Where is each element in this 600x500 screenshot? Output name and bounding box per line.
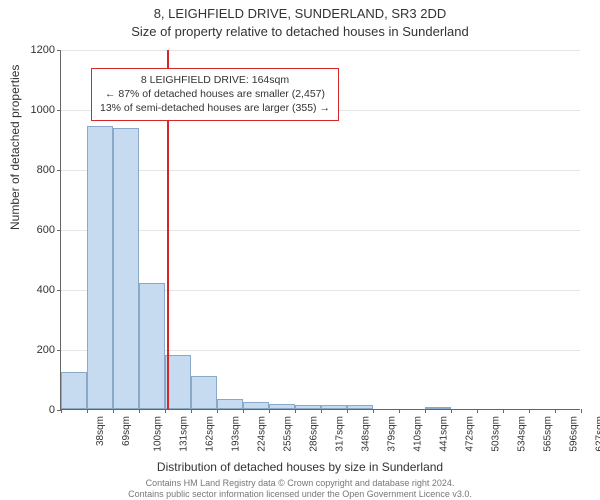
x-tick-mark [321,409,322,413]
histogram-bar [61,372,87,410]
x-tick-label: 69sqm [121,416,132,446]
x-tick-mark [503,409,504,413]
x-tick-label: 286sqm [309,416,320,452]
x-tick-mark [581,409,582,413]
x-tick-label: 255sqm [283,416,294,452]
x-tick-label: 379sqm [387,416,398,452]
x-tick-mark [555,409,556,413]
histogram-bar [347,405,373,409]
histogram-bar [217,399,243,410]
y-tick-label: 1000 [31,104,61,116]
x-tick-mark [373,409,374,413]
x-tick-mark [217,409,218,413]
x-tick-label: 131sqm [179,416,190,452]
x-tick-label: 534sqm [517,416,528,452]
x-tick-label: 193sqm [231,416,242,452]
x-tick-mark [243,409,244,413]
plot-area: 02004006008001000120038sqm69sqm100sqm131… [60,50,580,410]
x-tick-mark [425,409,426,413]
x-tick-mark [347,409,348,413]
gridline [61,50,580,51]
histogram-bar [243,402,269,409]
y-tick-label: 800 [37,164,61,176]
x-tick-label: 565sqm [543,416,554,452]
chart-title: 8, LEIGHFIELD DRIVE, SUNDERLAND, SR3 2DD [0,6,600,21]
x-axis-label: Distribution of detached houses by size … [0,460,600,474]
footer-line-2: Contains public sector information licen… [128,489,472,499]
x-tick-label: 348sqm [361,416,372,452]
x-tick-mark [295,409,296,413]
footer-attribution: Contains HM Land Registry data © Crown c… [0,478,600,500]
y-tick-label: 0 [49,404,61,416]
y-tick-label: 200 [37,344,61,356]
x-tick-label: 503sqm [491,416,502,452]
histogram-bar [139,283,165,409]
histogram-bar [425,407,451,409]
callout-line-2: ← 87% of detached houses are smaller (2,… [100,87,330,101]
x-tick-label: 38sqm [95,416,106,446]
x-tick-mark [113,409,114,413]
x-tick-label: 596sqm [569,416,580,452]
histogram-bar [321,405,347,409]
x-tick-label: 472sqm [465,416,476,452]
x-tick-mark [399,409,400,413]
x-tick-mark [191,409,192,413]
x-tick-label: 410sqm [413,416,424,452]
x-tick-label: 441sqm [439,416,450,452]
y-tick-label: 1200 [31,44,61,56]
histogram-bar [87,126,113,410]
y-tick-label: 400 [37,284,61,296]
x-tick-label: 100sqm [153,416,164,452]
histogram-bar [295,405,321,410]
footer-line-1: Contains HM Land Registry data © Crown c… [146,478,455,488]
histogram-bar [191,376,217,409]
x-tick-mark [477,409,478,413]
histogram-bar [165,355,191,409]
chart-subtitle: Size of property relative to detached ho… [0,24,600,39]
x-tick-mark [269,409,270,413]
x-tick-label: 317sqm [335,416,346,452]
y-axis-label: Number of detached properties [8,65,22,230]
callout-line-1: 8 LEIGHFIELD DRIVE: 164sqm [100,73,330,87]
x-tick-mark [139,409,140,413]
y-tick-label: 600 [37,224,61,236]
x-tick-mark [529,409,530,413]
x-tick-mark [87,409,88,413]
x-tick-mark [61,409,62,413]
histogram-bar [269,404,295,409]
x-tick-label: 627sqm [595,416,600,452]
histogram-bar [113,128,139,409]
x-tick-mark [165,409,166,413]
x-tick-label: 224sqm [257,416,268,452]
x-tick-label: 162sqm [205,416,216,452]
callout-line-3: 13% of semi-detached houses are larger (… [100,101,330,115]
x-tick-mark [451,409,452,413]
callout-box: 8 LEIGHFIELD DRIVE: 164sqm← 87% of detac… [91,68,339,121]
